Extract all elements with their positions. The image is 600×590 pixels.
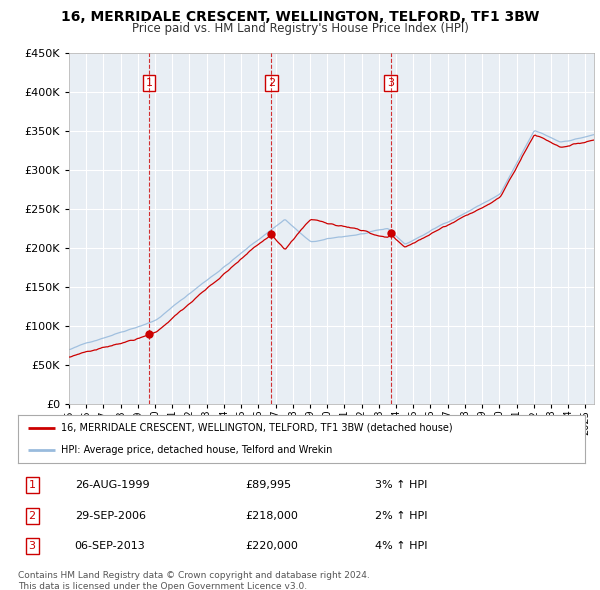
Text: 29-SEP-2006: 29-SEP-2006 bbox=[75, 511, 146, 520]
Text: 2: 2 bbox=[268, 78, 275, 88]
Text: 2: 2 bbox=[29, 511, 36, 520]
Text: 16, MERRIDALE CRESCENT, WELLINGTON, TELFORD, TF1 3BW (detached house): 16, MERRIDALE CRESCENT, WELLINGTON, TELF… bbox=[61, 423, 452, 433]
Text: 3: 3 bbox=[29, 541, 35, 551]
Text: This data is licensed under the Open Government Licence v3.0.: This data is licensed under the Open Gov… bbox=[18, 582, 307, 590]
Text: 3: 3 bbox=[387, 78, 394, 88]
Text: Price paid vs. HM Land Registry's House Price Index (HPI): Price paid vs. HM Land Registry's House … bbox=[131, 22, 469, 35]
Text: 1: 1 bbox=[29, 480, 35, 490]
Text: 2% ↑ HPI: 2% ↑ HPI bbox=[375, 511, 428, 520]
Text: 1: 1 bbox=[146, 78, 152, 88]
Text: £220,000: £220,000 bbox=[245, 541, 298, 551]
Text: 06-SEP-2013: 06-SEP-2013 bbox=[75, 541, 145, 551]
Text: 26-AUG-1999: 26-AUG-1999 bbox=[75, 480, 149, 490]
Text: 3% ↑ HPI: 3% ↑ HPI bbox=[375, 480, 428, 490]
Text: £218,000: £218,000 bbox=[245, 511, 298, 520]
Text: Contains HM Land Registry data © Crown copyright and database right 2024.: Contains HM Land Registry data © Crown c… bbox=[18, 571, 370, 580]
Text: 4% ↑ HPI: 4% ↑ HPI bbox=[375, 541, 428, 551]
Text: £89,995: £89,995 bbox=[245, 480, 291, 490]
Text: HPI: Average price, detached house, Telford and Wrekin: HPI: Average price, detached house, Telf… bbox=[61, 445, 332, 455]
Text: 16, MERRIDALE CRESCENT, WELLINGTON, TELFORD, TF1 3BW: 16, MERRIDALE CRESCENT, WELLINGTON, TELF… bbox=[61, 10, 539, 24]
